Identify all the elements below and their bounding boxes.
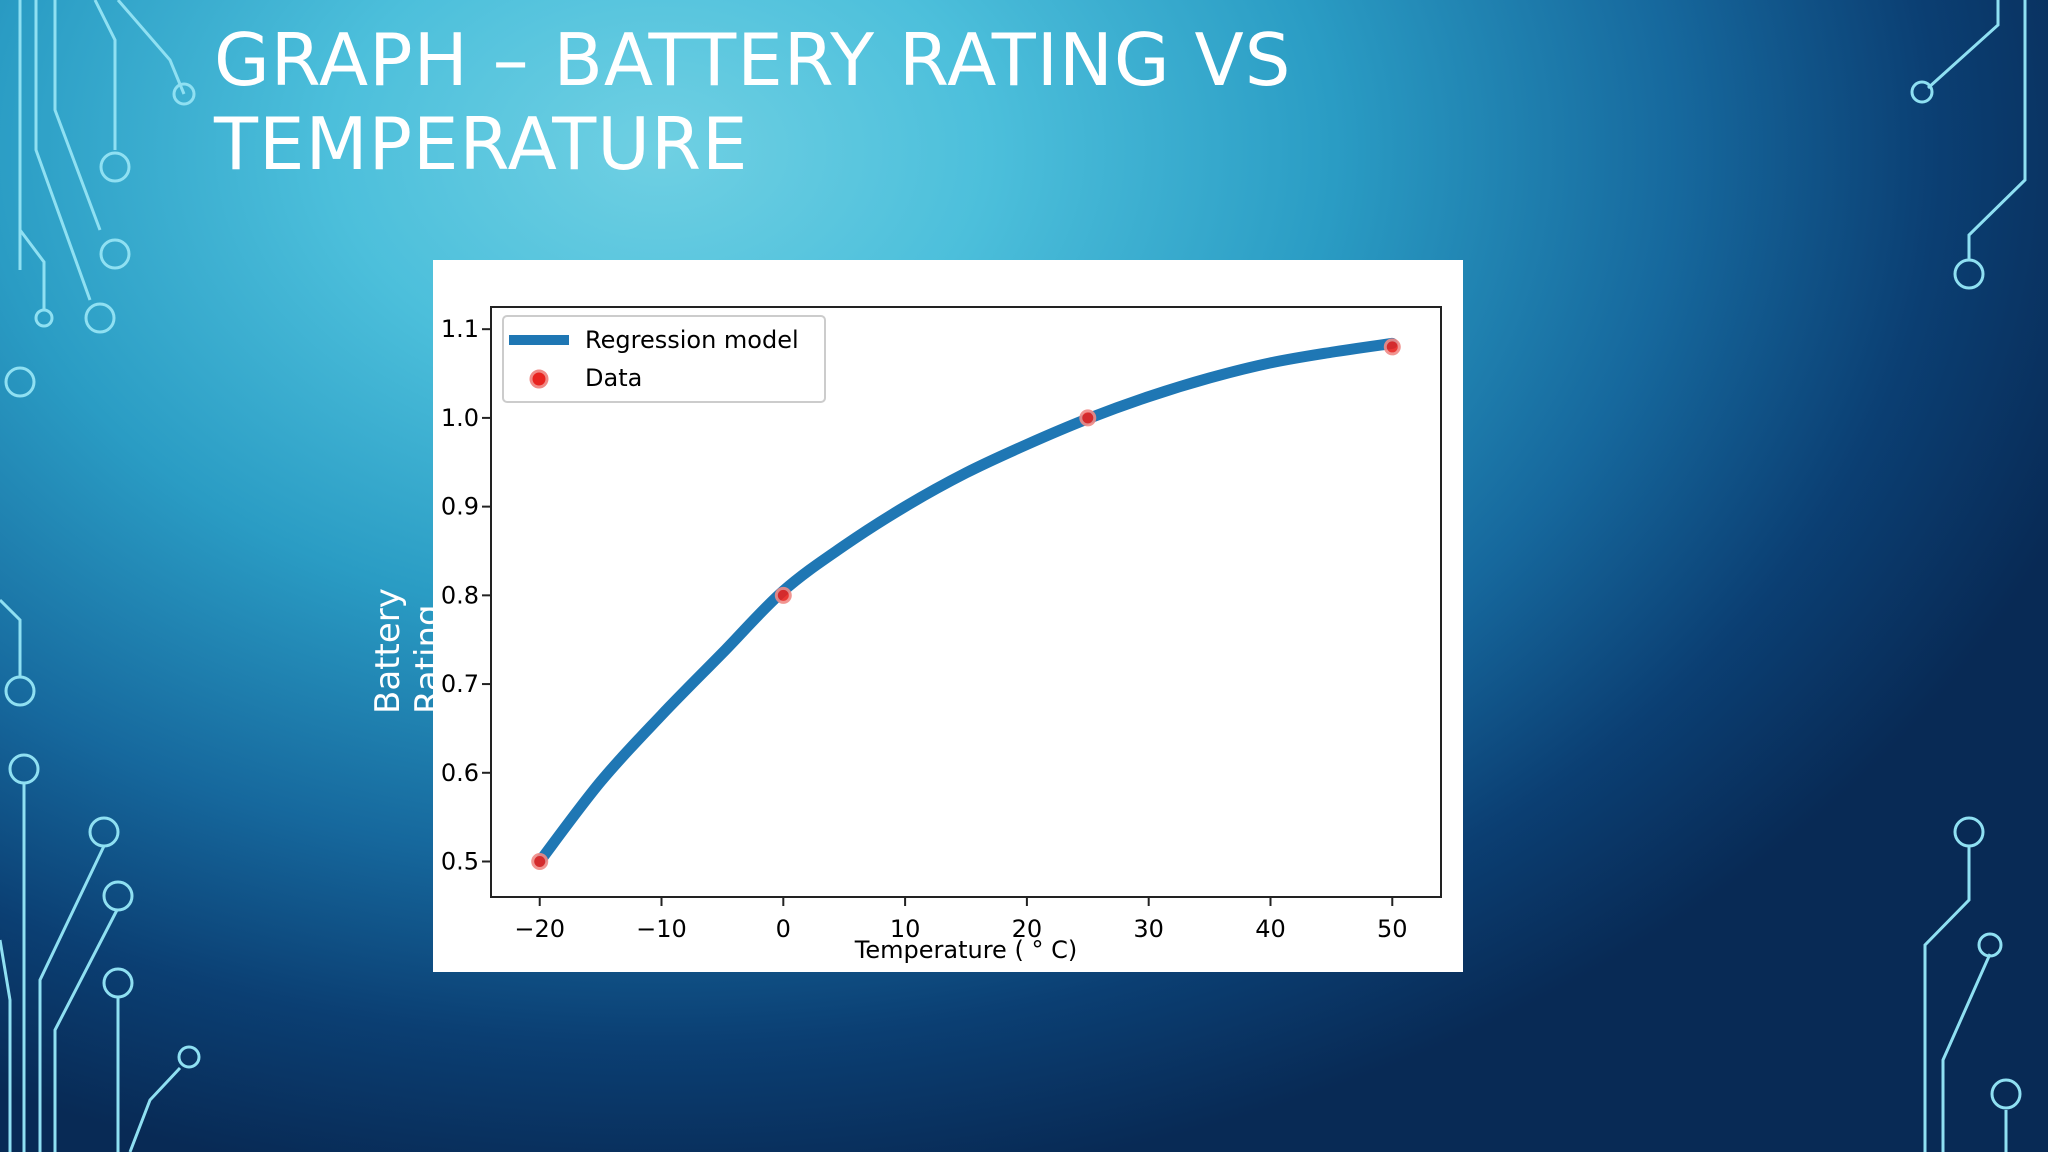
- x-tick-label: −10: [636, 915, 687, 943]
- x-tick-label: 20: [1012, 915, 1043, 943]
- chart-panel: −20 −10 0 10 20 30 40 50 0.5 0.6 0.7 0.8 0.9 1.0 1.1 …: [433, 260, 1463, 972]
- legend: Regression model Data: [502, 315, 826, 403]
- x-tick-label: −20: [514, 915, 565, 943]
- x-tick-label: 30: [1133, 915, 1164, 943]
- x-tick-label: 10: [890, 915, 921, 943]
- x-axis-label: Temperature ( ° C): [854, 936, 1077, 964]
- legend-label-data: Data: [585, 364, 642, 392]
- x-axis: −20 −10 0 10 20 30 40 50: [514, 897, 1408, 943]
- y-tick-label: 0.6: [441, 759, 479, 787]
- legend-box: [502, 315, 826, 403]
- series-layer: [531, 337, 1401, 871]
- regression-line: [534, 337, 1398, 868]
- y-tick-label: 0.9: [441, 493, 479, 521]
- data-point: [1383, 338, 1401, 356]
- legend-label-regression: Regression model: [585, 326, 799, 354]
- y-tick-label: 1.1: [441, 315, 479, 343]
- x-tick-label: 0: [776, 915, 791, 943]
- x-tick-label: 40: [1255, 915, 1286, 943]
- y-axis: 0.5 0.6 0.7 0.8 0.9 1.0 1.1: [441, 315, 491, 876]
- slide-title: GRAPH – BATTERY RATING VS TEMPERATURE: [214, 18, 1292, 186]
- y-tick-label: 0.8: [441, 581, 479, 609]
- y-tick-label: 0.5: [441, 848, 479, 876]
- chart-svg: −20 −10 0 10 20 30 40 50 0.50.60.70.80.91.01.1 …: [441, 306, 1442, 964]
- data-point: [1079, 409, 1097, 427]
- y-tick-label: 1.0: [441, 404, 479, 432]
- data-point: [531, 853, 549, 871]
- data-point: [774, 586, 792, 604]
- y-tick-label: 0.7: [441, 670, 479, 698]
- legend-swatch-data: [529, 369, 549, 389]
- y-axis-label-overlay: Battery Rating: [368, 588, 448, 714]
- x-tick-label: 50: [1377, 915, 1408, 943]
- plot-frame: [490, 306, 1442, 898]
